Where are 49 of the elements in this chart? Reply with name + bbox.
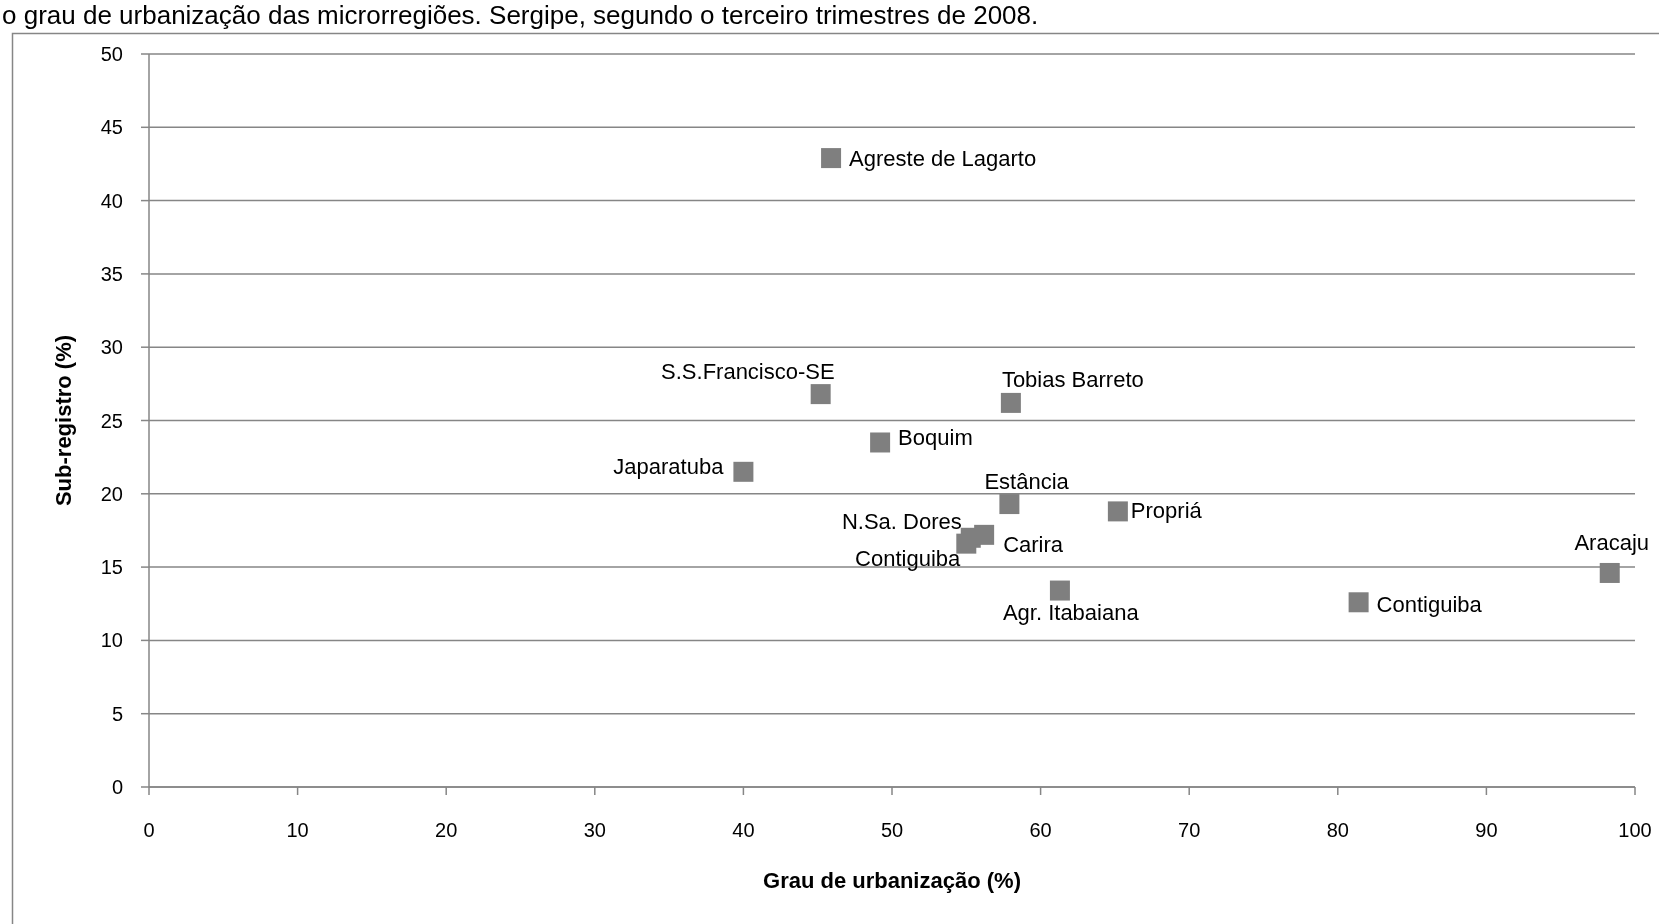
- y-tick-label: 40: [100, 189, 123, 212]
- annotation: Carira: [1003, 531, 1064, 557]
- annotation: S.S.Francisco-SE: [661, 358, 835, 384]
- y-tick-label: 25: [100, 409, 123, 432]
- point: [999, 494, 1020, 515]
- x-tick-label: 70: [1178, 819, 1201, 841]
- point: [1348, 592, 1369, 613]
- annotation: N.Sa. Dores: [841, 508, 962, 534]
- point: [821, 148, 842, 169]
- annotation: Boquim: [898, 424, 973, 450]
- point: [1599, 562, 1620, 583]
- x-tick-label: 90: [1475, 819, 1498, 841]
- point: [974, 524, 995, 545]
- annotation: Agreste de Lagarto: [849, 145, 1037, 171]
- annotation: Aracaju: [1574, 529, 1650, 555]
- y-tick-label: 20: [100, 482, 123, 505]
- y-tick-label: 0: [111, 776, 123, 798]
- y-tick-label: 15: [100, 556, 123, 579]
- annotation: Tobias Barreto: [1001, 366, 1144, 392]
- annotation: Estância: [984, 468, 1070, 494]
- annotation: Contiguiba: [1376, 591, 1483, 617]
- x-tick-label: 20: [435, 819, 458, 841]
- point: [1107, 501, 1128, 522]
- x-tick-label: 0: [143, 819, 155, 841]
- y-tick-label: 5: [111, 702, 123, 725]
- x-tick-label: 40: [732, 819, 755, 841]
- annotation: Japaratuba: [613, 453, 725, 479]
- point: [870, 432, 891, 453]
- y-tick-label: 45: [100, 116, 123, 139]
- annotation: Agr. Itabaiana: [1002, 599, 1140, 625]
- x-tick-label: 50: [880, 819, 904, 841]
- x-tick-label: 10: [286, 819, 309, 841]
- x-tick-label: 60: [1029, 819, 1052, 841]
- x-axis-title: Grau de urbanização (%): [763, 867, 1021, 893]
- y-tick-label: 10: [100, 629, 123, 652]
- x-tick-label: 80: [1326, 819, 1349, 841]
- x-tick-label: 100: [1618, 819, 1652, 841]
- y-tick-label: 50: [100, 43, 123, 65]
- point: [1049, 580, 1070, 601]
- point: [810, 384, 831, 405]
- y-tick-label: 30: [100, 336, 123, 359]
- point: [733, 461, 754, 482]
- y-axis-title: Sub-registro (%): [50, 334, 76, 507]
- point: [1000, 392, 1021, 413]
- annotation: Propriá: [1130, 497, 1203, 523]
- x-tick-label: 30: [583, 819, 606, 841]
- annotation: Contiguiba: [855, 545, 962, 571]
- chart-title: o grau de urbanização das microrregiões. Sergipe, segundo o terceiro trimestres de 2008.: [2, 0, 1039, 30]
- y-tick-label: 35: [100, 262, 123, 285]
